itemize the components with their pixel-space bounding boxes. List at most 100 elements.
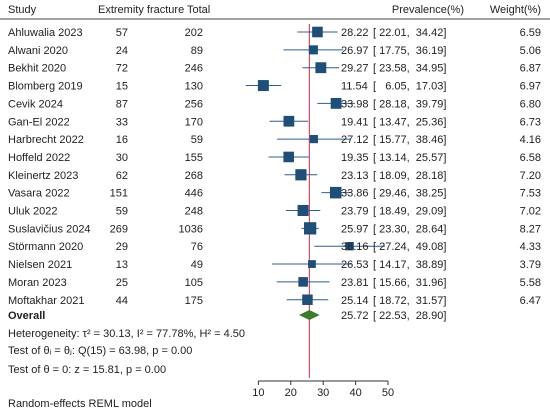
weight-value: 7.02 xyxy=(520,206,541,218)
model-note: Random-effects REML model xyxy=(8,398,152,410)
study-marker xyxy=(345,242,354,251)
study-name: Blomberg 2019 xyxy=(8,81,83,93)
prevalence-estimate: 38.16 xyxy=(341,241,369,253)
study-row: Gan-El 2022 33 170 19.41 [ 13.47, 25.36] 6.73 xyxy=(8,115,541,128)
fracture-count: 24 xyxy=(116,45,128,57)
prevalence-estimate: 33.86 xyxy=(341,188,369,200)
study-marker xyxy=(315,62,327,74)
column-header-fracture: Extremity fracture xyxy=(98,4,184,16)
study-name: Moftakhar 2021 xyxy=(8,295,84,307)
prevalence-estimate: 26.53 xyxy=(341,259,369,271)
fracture-count: 13 xyxy=(116,259,128,271)
total-count: 89 xyxy=(191,45,203,57)
prevalence-ci: [ 13.14, 25.57] xyxy=(373,152,446,164)
study-marker xyxy=(297,204,309,217)
heterogeneity-text: Heterogeneity: τ² = 30.13, I² = 77.78%, … xyxy=(8,328,245,340)
study-name: Hoffeld 2022 xyxy=(8,152,70,164)
prevalence-estimate: 25.97 xyxy=(341,223,369,235)
study-marker xyxy=(283,151,294,163)
overall-test-text: Test of θ = 0: z = 15.81, p = 0.00 xyxy=(8,364,166,376)
total-count: 49 xyxy=(191,259,203,271)
weight-value: 6.87 xyxy=(520,63,541,75)
prevalence-estimate: 25.14 xyxy=(341,295,369,307)
weight-value: 8.27 xyxy=(520,223,541,235)
prevalence-estimate: 29.27 xyxy=(341,63,369,75)
study-marker xyxy=(312,26,323,38)
study-row: Blomberg 2019 15 130 11.54 [ 6.05, 17.03] 6.9… xyxy=(8,80,541,93)
fracture-count: 57 xyxy=(116,27,128,39)
study-row: Hoffeld 2022 30 155 19.35 [ 13.14, 25.57] 6.5… xyxy=(8,151,541,164)
weight-value: 5.58 xyxy=(520,277,541,289)
column-header-total: Total xyxy=(187,4,210,16)
study-name: Harbrecht 2022 xyxy=(8,134,84,146)
prevalence-ci: [ 22.01, 34.42] xyxy=(373,27,446,39)
study-name: Uluk 2022 xyxy=(8,206,58,218)
x-tick-label: 40 xyxy=(349,387,361,399)
prevalence-ci: [ 15.66, 31.96] xyxy=(373,277,446,289)
study-marker xyxy=(309,135,318,144)
study-row: Ahluwalia 2023 57 202 28.22 [ 22.01, 34.42] 6… xyxy=(8,26,541,39)
study-name: Vasara 2022 xyxy=(8,188,70,200)
study-name: Gan-El 2022 xyxy=(8,116,70,128)
study-row: Cevik 2024 87 256 33.98 [ 28.18, 39.79] 6.80 xyxy=(8,98,541,110)
x-tick-label: 50 xyxy=(382,387,394,399)
study-marker xyxy=(302,294,313,305)
study-row: Vasara 2022 151 446 33.86 [ 29.46, 38.25] 7.5… xyxy=(8,186,541,200)
prevalence-ci: [ 18.09, 28.18] xyxy=(373,170,446,182)
weight-value: 7.53 xyxy=(520,188,541,200)
overall-ci: [ 22.53, 28.90] xyxy=(373,310,446,322)
homogeneity-test-text: Test of θᵢ = θⱼ: Q(15) = 63.98, p = 0.00 xyxy=(8,345,192,357)
fracture-count: 25 xyxy=(116,277,128,289)
study-row: Störmann 2020 29 76 38.16 [ 27.24, 49.08] 4.3… xyxy=(8,241,541,253)
study-name: Nielsen 2021 xyxy=(8,259,72,271)
study-row: Kleinertz 2023 62 268 23.13 [ 18.09, 28.18] 7… xyxy=(8,169,541,182)
study-name: Alwani 2020 xyxy=(8,45,68,57)
fracture-count: 33 xyxy=(116,116,128,128)
total-count: 268 xyxy=(185,170,203,182)
overall-diamond xyxy=(298,310,320,320)
study-name: Moran 2023 xyxy=(8,277,67,289)
weight-value: 4.33 xyxy=(520,241,541,253)
total-count: 246 xyxy=(185,63,203,75)
prevalence-ci: [ 13.47, 25.36] xyxy=(373,116,446,128)
prevalence-estimate: 27.12 xyxy=(341,134,369,146)
prevalence-ci: [ 23.30, 28.64] xyxy=(373,223,446,235)
study-marker xyxy=(257,80,269,92)
study-row: Moftakhar 2021 44 175 25.14 [ 18.72, 31.57] 6… xyxy=(8,294,541,307)
prevalence-estimate: 23.81 xyxy=(341,277,369,289)
prevalence-estimate: 19.41 xyxy=(341,116,369,128)
prevalence-estimate: 19.35 xyxy=(341,152,369,164)
fracture-count: 87 xyxy=(116,98,128,110)
weight-value: 6.80 xyxy=(520,98,541,110)
study-name: Cevik 2024 xyxy=(8,98,63,110)
prevalence-ci: [ 14.17, 38.89] xyxy=(373,259,446,271)
prevalence-estimate: 11.54 xyxy=(341,81,368,93)
study-marker xyxy=(283,115,295,127)
study-name: Kleinertz 2023 xyxy=(8,170,78,182)
weight-value: 3.79 xyxy=(520,259,541,271)
weight-value: 6.59 xyxy=(520,27,541,39)
prevalence-estimate: 28.22 xyxy=(341,27,369,39)
column-header-prevalence: Prevalence(%) xyxy=(392,4,464,16)
total-count: 170 xyxy=(185,116,203,128)
total-count: 59 xyxy=(191,134,203,146)
prevalence-ci: [ 23.58, 34.95] xyxy=(373,63,446,75)
study-marker xyxy=(304,222,317,235)
total-count: 76 xyxy=(191,241,203,253)
study-row: Uluk 2022 59 248 23.79 [ 18.49, 29.09] 7.02 xyxy=(8,204,541,218)
fracture-count: 44 xyxy=(116,295,128,307)
study-rows: Ahluwalia 2023 57 202 28.22 [ 22.01, 34.42] 6… xyxy=(8,26,541,307)
study-marker xyxy=(308,45,318,55)
total-count: 202 xyxy=(185,27,203,39)
x-tick-label: 30 xyxy=(317,387,329,399)
study-row: Nielsen 2021 13 49 26.53 [ 14.17, 38.89] 3.79 xyxy=(8,259,541,271)
x-tick-label: 20 xyxy=(285,387,297,399)
weight-value: 4.16 xyxy=(520,134,541,146)
fracture-count: 72 xyxy=(116,63,128,75)
fracture-count: 29 xyxy=(116,241,128,253)
prevalence-ci: [ 15.77, 38.46] xyxy=(373,134,446,146)
prevalence-ci: [ 29.46, 38.25] xyxy=(373,188,446,200)
study-marker xyxy=(298,277,308,287)
prevalence-ci: [ 27.24, 49.08] xyxy=(373,241,446,253)
weight-value: 7.20 xyxy=(520,170,541,182)
